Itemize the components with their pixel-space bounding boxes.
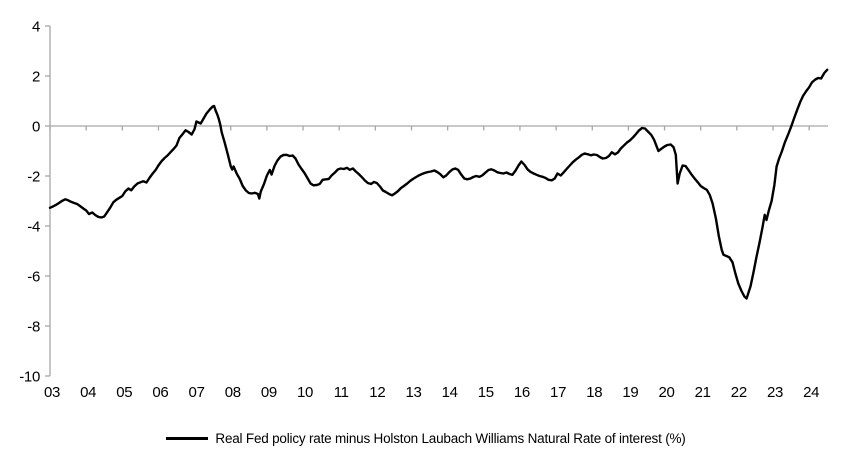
legend-label: Real Fed policy rate minus Holston Lauba… xyxy=(215,431,686,446)
x-tick-label: 03 xyxy=(44,384,60,401)
x-tick-label: 20 xyxy=(659,384,675,401)
series-line xyxy=(48,68,829,300)
y-tick-label: 0 xyxy=(32,118,40,135)
x-tick-label: 16 xyxy=(514,384,530,401)
x-tick-label: 11 xyxy=(334,384,349,401)
y-tick-label: -6 xyxy=(27,268,40,285)
x-tick-label: 05 xyxy=(116,384,132,401)
legend-line-sample-icon xyxy=(166,437,209,440)
x-tick-label: 06 xyxy=(152,384,168,401)
x-tick-label: 15 xyxy=(478,384,494,401)
x-tick-label: 07 xyxy=(189,384,205,401)
x-tick-label: 04 xyxy=(80,384,96,401)
y-tick-label: -10 xyxy=(19,368,40,385)
x-tick-label: 08 xyxy=(225,384,241,401)
x-tick-label: 10 xyxy=(297,384,313,401)
y-tick-label: -4 xyxy=(27,218,40,235)
x-tick-label: 14 xyxy=(442,384,458,401)
x-tick-label: 22 xyxy=(731,384,747,401)
x-tick-label: 24 xyxy=(803,384,819,401)
x-tick-label: 09 xyxy=(261,384,277,401)
y-tick-label: -2 xyxy=(27,168,40,185)
y-tick-label: -8 xyxy=(27,318,40,335)
x-tick-label: 19 xyxy=(622,384,638,401)
x-tick-label: 23 xyxy=(767,384,783,401)
x-tick-label: 12 xyxy=(369,384,385,401)
x-tick-label: 18 xyxy=(586,384,602,401)
y-tick-label: 4 xyxy=(32,18,40,35)
x-tick-label: 17 xyxy=(550,384,566,401)
x-tick-label: 21 xyxy=(695,384,711,401)
legend: Real Fed policy rate minus Holston Lauba… xyxy=(0,431,852,446)
x-tick-label: 13 xyxy=(405,384,421,401)
y-tick-label: 2 xyxy=(32,68,40,85)
